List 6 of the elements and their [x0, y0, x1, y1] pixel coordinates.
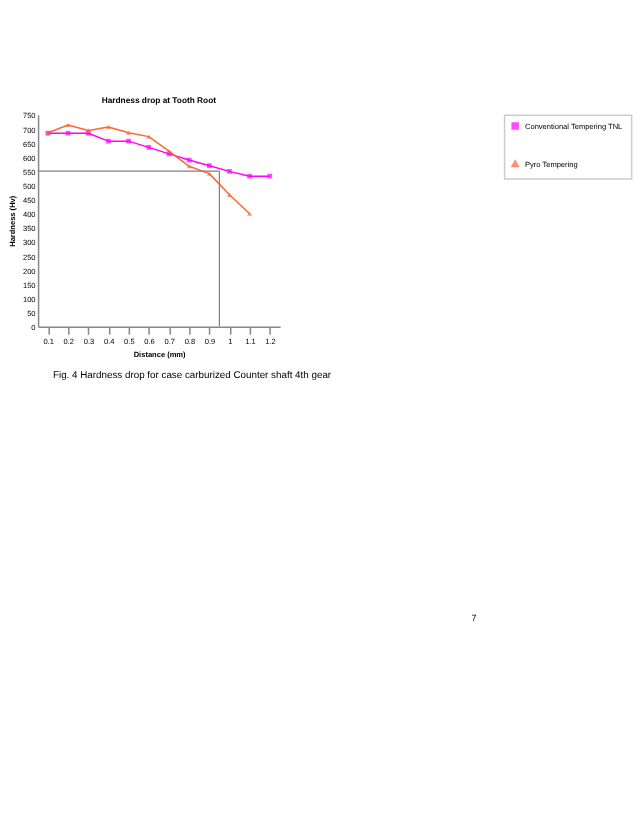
point [146, 144, 152, 150]
point [206, 163, 212, 169]
line-series [45, 130, 273, 179]
line-series [45, 122, 253, 216]
point [267, 173, 273, 179]
point [247, 173, 253, 179]
